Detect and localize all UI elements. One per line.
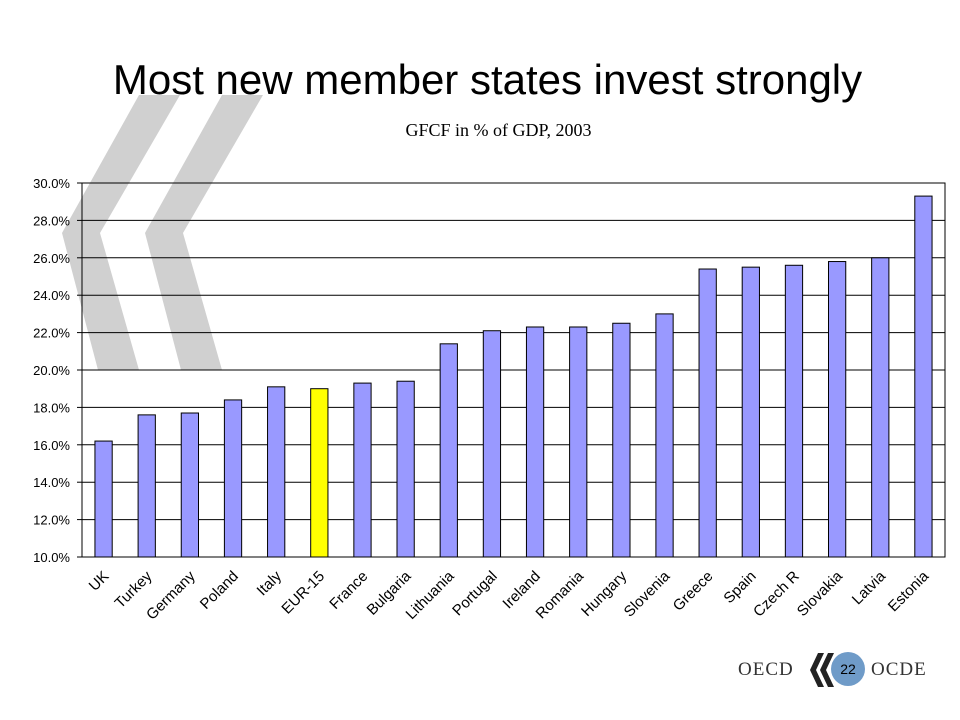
- x-tick-label: Portugal: [449, 568, 501, 620]
- watermark-chevrons: [62, 95, 263, 370]
- bar: [353, 382, 372, 558]
- bar: [180, 412, 200, 558]
- x-tick-label: Czech R: [750, 568, 803, 621]
- x-tick-label: EUR-15: [278, 568, 328, 618]
- bar: [396, 380, 415, 558]
- bar: [94, 440, 113, 558]
- x-tick-label: Latvia: [849, 567, 890, 608]
- x-tick-label: Estonia: [885, 567, 933, 615]
- watermark-chevron-right: [145, 95, 263, 370]
- x-tick-label: UK: [86, 568, 113, 595]
- bar: [914, 195, 933, 558]
- x-tick-label: Slovakia: [794, 567, 847, 620]
- y-tick-label: 22.0%: [33, 326, 70, 341]
- bar: [741, 266, 760, 558]
- x-tick-label: Greece: [670, 568, 717, 615]
- y-tick-label: 12.0%: [33, 513, 70, 528]
- page-title: Most new member states invest strongly: [112, 56, 863, 103]
- bar: [267, 386, 286, 558]
- y-axis-ticks: 10.0% 12.0% 14.0% 16.0% 18.0% 20.0% 22.0% 24.0%…: [33, 176, 82, 565]
- x-tick-label: Lithuania: [403, 567, 459, 623]
- y-tick-label: 14.0%: [33, 475, 70, 490]
- bar: [137, 414, 156, 558]
- bar: [612, 322, 631, 558]
- bar: [871, 257, 890, 558]
- logo-chevron-icon: [810, 653, 834, 687]
- oecd-logo: OECD 22 OCDE: [738, 650, 938, 690]
- x-tick-label: Poland: [197, 568, 242, 613]
- x-tick-label: Romania: [533, 567, 588, 622]
- x-tick-label: Spain: [720, 568, 759, 607]
- bar: [439, 343, 458, 558]
- logo-text-ocde: OCDE: [871, 659, 927, 680]
- bar: [310, 388, 329, 558]
- y-tick-label: 26.0%: [33, 251, 70, 266]
- y-tick-label: 24.0%: [33, 288, 70, 303]
- bar: [784, 264, 804, 558]
- bar: [525, 326, 545, 558]
- x-tick-label: Italy: [254, 567, 286, 599]
- y-tick-label: 28.0%: [33, 213, 70, 228]
- bar: [569, 326, 588, 558]
- y-tick-label: 18.0%: [33, 400, 70, 415]
- bar: [698, 268, 717, 558]
- gridlines: [82, 182, 945, 558]
- y-tick-label: 30.0%: [33, 176, 70, 191]
- x-tick-label: Hungary: [578, 567, 630, 619]
- page-number: 22: [831, 652, 865, 686]
- x-tick-label: Slovenia: [621, 567, 674, 620]
- y-tick-label: 20.0%: [33, 363, 70, 378]
- bar: [655, 313, 674, 558]
- bar: [223, 399, 243, 558]
- bar: [482, 330, 502, 558]
- y-tick-label: 16.0%: [33, 438, 70, 453]
- y-tick-label: 10.0%: [33, 550, 70, 565]
- bar: [827, 261, 847, 558]
- watermark-chevron-left: [62, 95, 180, 370]
- logo-text-oecd: OECD: [738, 659, 794, 680]
- chart-subtitle: GFCF in % of GDP, 2003: [405, 120, 592, 140]
- bars: [94, 195, 933, 558]
